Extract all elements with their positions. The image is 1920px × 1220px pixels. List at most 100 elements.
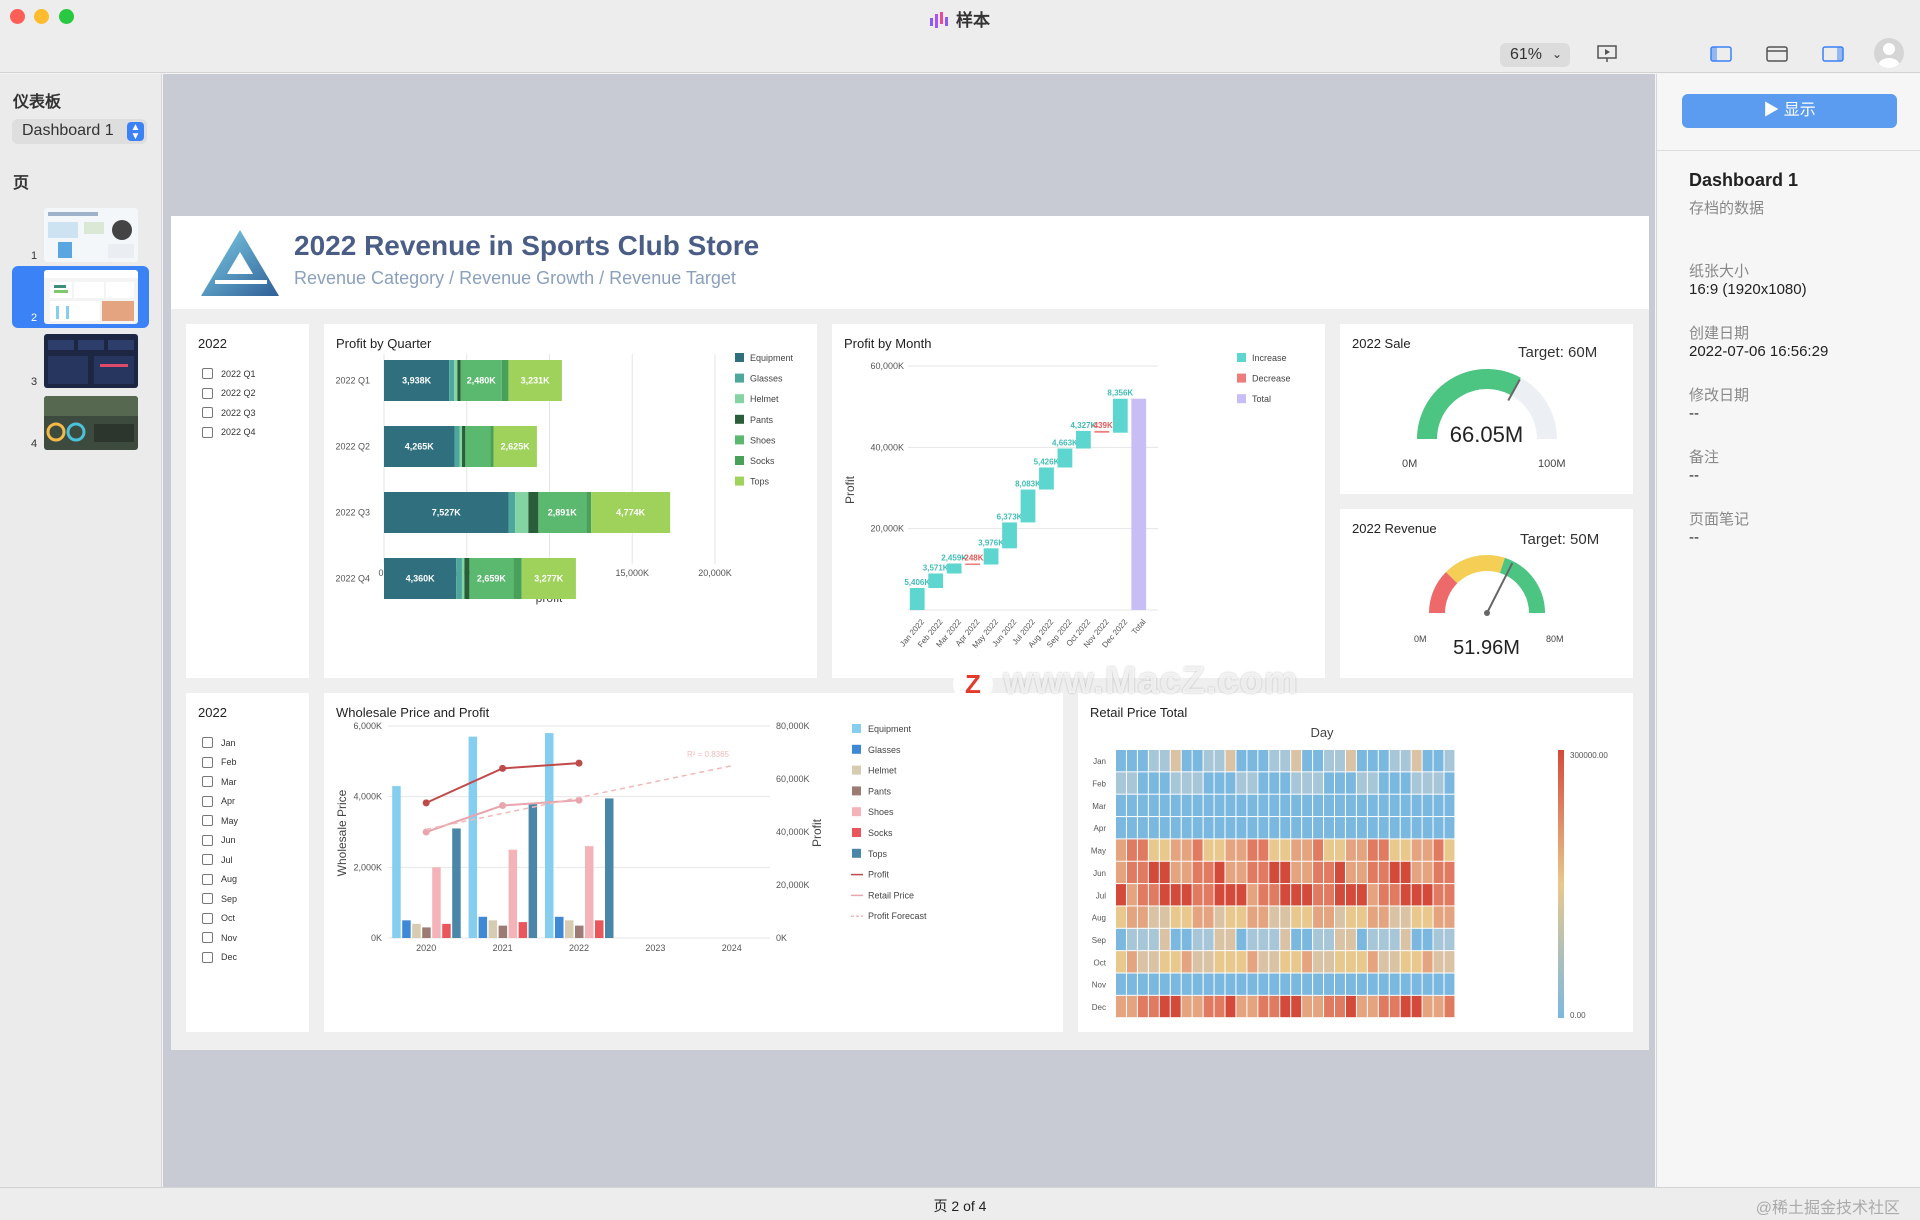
checkbox[interactable] xyxy=(202,407,213,419)
dashboard-select[interactable]: Dashboard 1 ▲ ▼ xyxy=(12,119,147,144)
heatmap-cell xyxy=(1378,772,1389,794)
data-label: 4,360K xyxy=(406,574,436,584)
filter-checkbox-item[interactable]: Sep xyxy=(202,889,238,909)
checkbox[interactable] xyxy=(202,737,213,749)
checkbox[interactable] xyxy=(202,951,213,963)
waterfall-bar xyxy=(965,563,980,565)
filter-checkbox-item[interactable]: 2022 Q4 xyxy=(202,423,256,443)
heatmap-cell xyxy=(1181,794,1192,817)
heatmap-cell xyxy=(1126,772,1137,794)
filter-checkbox-item[interactable]: Dec xyxy=(202,948,238,968)
zoom-select[interactable]: 61% ⌄ xyxy=(1500,43,1570,67)
data-label: 2,459K xyxy=(941,553,967,562)
profit-by-quarter-chart: 0K5,000K10,000K15,000K20,000Kprofit2022 … xyxy=(335,353,794,605)
checkbox[interactable] xyxy=(202,426,213,438)
heatmap-cell xyxy=(1269,951,1280,973)
page-thumbnail-1[interactable]: 1 xyxy=(12,204,149,266)
heatmap-cell xyxy=(1422,928,1433,951)
heatmap-cell xyxy=(1335,794,1345,817)
checkbox[interactable] xyxy=(202,815,213,827)
gauge-needle-pivot xyxy=(1484,610,1490,616)
heatmap-cell xyxy=(1137,906,1148,928)
heatmap-cell xyxy=(1389,973,1400,995)
heatmap-cell xyxy=(1247,750,1258,772)
x-tick-label: 15,000K xyxy=(615,568,649,578)
checkbox[interactable] xyxy=(202,795,213,807)
chart-title: Wholesale Price and Profit xyxy=(336,705,490,720)
heatmap-cell xyxy=(1389,995,1400,1018)
dashboard-subtitle: Revenue Category / Revenue Growth / Reve… xyxy=(294,268,736,288)
filter-checkbox-item[interactable]: Aug xyxy=(202,870,238,890)
quarter-filter-card: 2022 2022 Q1 2022 Q2 2022 Q3 2022 Q4 xyxy=(186,324,309,678)
heatmap-cell xyxy=(1324,861,1334,884)
heatmap-cell xyxy=(1345,884,1356,906)
checkbox[interactable] xyxy=(202,368,213,380)
close-window-button[interactable] xyxy=(10,9,25,24)
show-button[interactable]: ▶ 显示 xyxy=(1682,94,1897,128)
bar-segment xyxy=(384,492,509,533)
heatmap-cell xyxy=(1378,884,1389,906)
heatmap-cell xyxy=(1367,817,1378,839)
heatmap-cell xyxy=(1433,839,1444,861)
created-date-value: 2022-07-06 16:56:29 xyxy=(1689,343,1829,360)
bar-segment xyxy=(586,492,592,533)
heatmap-cell xyxy=(1116,884,1126,906)
heatmap-cell xyxy=(1400,928,1411,951)
user-avatar[interactable] xyxy=(1874,38,1904,68)
credit-text: @稀土掘金技术社区 xyxy=(1755,1200,1900,1217)
legend-swatch xyxy=(1237,373,1246,383)
page-thumbnail-2[interactable]: 2 xyxy=(12,266,149,328)
heatmap-cell xyxy=(1345,772,1356,794)
heatmap-cell xyxy=(1269,817,1280,839)
checkbox[interactable] xyxy=(202,912,213,924)
data-label: 3,277K xyxy=(534,574,564,584)
checkbox[interactable] xyxy=(202,834,213,846)
maximize-window-button[interactable] xyxy=(59,9,74,24)
heatmap-cell xyxy=(1433,750,1444,772)
checkbox[interactable] xyxy=(202,387,213,399)
filter-checkbox-item[interactable]: Jun xyxy=(202,831,238,851)
layout-toggle-icon[interactable] xyxy=(1766,44,1788,64)
dashboard-select-value: Dashboard 1 xyxy=(22,122,114,139)
series-point xyxy=(499,802,507,809)
checkbox[interactable] xyxy=(202,776,213,788)
checkbox[interactable] xyxy=(202,873,213,885)
heatmap-cell xyxy=(1203,861,1214,884)
left-sidebar-toggle-icon[interactable] xyxy=(1710,44,1732,64)
page-thumbnail-3[interactable]: 3 xyxy=(12,330,149,392)
filter-checkbox-item[interactable]: May xyxy=(202,811,238,831)
bar xyxy=(468,736,478,938)
y2-axis-label: Profit xyxy=(810,818,824,847)
heatmap-cell xyxy=(1148,750,1159,772)
play-slideshow-icon[interactable] xyxy=(1596,44,1618,64)
filter-checkbox-item[interactable]: Jul xyxy=(202,850,238,870)
row-label: Aug xyxy=(1092,914,1106,923)
minimize-window-button[interactable] xyxy=(34,9,49,24)
legend-swatch xyxy=(852,724,861,733)
checkbox[interactable] xyxy=(202,932,213,944)
right-sidebar-toggle-icon[interactable] xyxy=(1822,44,1844,64)
heatmap-cell xyxy=(1302,839,1313,861)
filter-checkbox-item[interactable]: Oct xyxy=(202,909,238,929)
bar-segment xyxy=(521,558,576,599)
heatmap-cell xyxy=(1269,995,1280,1018)
filter-checkbox-item[interactable]: Jan xyxy=(202,733,238,753)
checkbox[interactable] xyxy=(202,756,213,768)
checkbox[interactable] xyxy=(202,854,213,866)
heatmap-cell xyxy=(1345,906,1356,928)
filter-checkbox-item[interactable]: 2022 Q3 xyxy=(202,403,256,423)
filter-checkbox-item[interactable]: Apr xyxy=(202,792,238,812)
page-thumbnail-4[interactable]: 4 xyxy=(12,392,149,454)
filter-checkbox-item[interactable]: 2022 Q2 xyxy=(202,384,256,404)
zoom-value: 61% xyxy=(1510,46,1543,63)
bar-segment xyxy=(462,426,466,467)
checkbox[interactable] xyxy=(202,893,213,905)
filter-checkbox-item[interactable]: Feb xyxy=(202,753,238,773)
inspector-subtitle: 存档的数据 xyxy=(1689,200,1765,217)
heatmap-cell xyxy=(1378,750,1389,772)
filter-checkbox-item[interactable]: Nov xyxy=(202,928,238,948)
filter-checkbox-item[interactable]: 2022 Q1 xyxy=(202,364,256,384)
heatmap-cell xyxy=(1192,861,1203,884)
filter-checkbox-item[interactable]: Mar xyxy=(202,772,238,792)
heatmap-cell xyxy=(1280,772,1291,794)
